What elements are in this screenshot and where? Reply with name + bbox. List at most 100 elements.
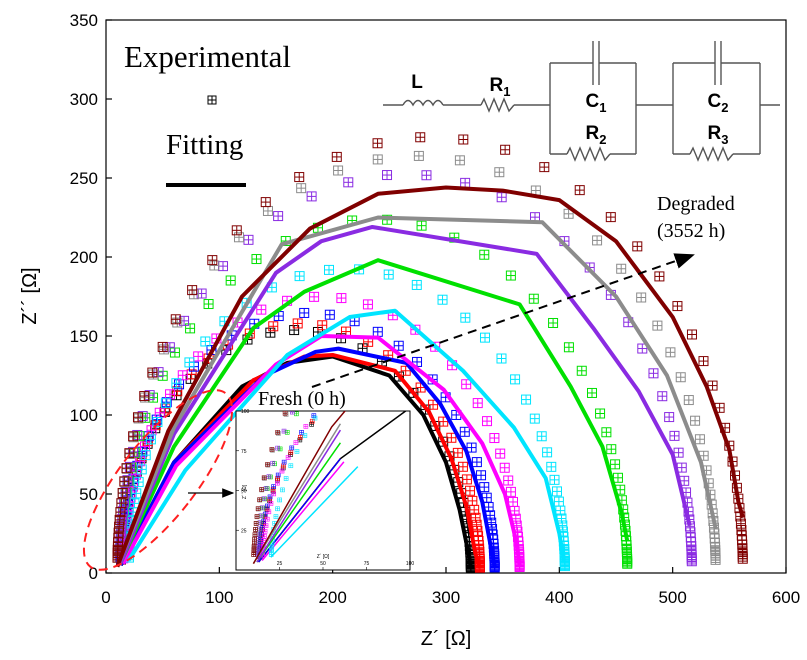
experimental-point xyxy=(296,183,307,194)
y-tick-label: 300 xyxy=(70,90,98,109)
experimental-point xyxy=(698,356,709,367)
inset-fitting-line xyxy=(256,442,342,563)
experimental-point xyxy=(169,347,180,358)
experimental-point xyxy=(203,299,214,310)
fitting-line xyxy=(118,352,482,569)
experimental-point xyxy=(460,177,471,188)
experimental-point xyxy=(494,167,505,178)
experimental-point xyxy=(457,461,468,472)
inset-point xyxy=(264,516,270,522)
experimental-point xyxy=(136,464,147,475)
inset-point xyxy=(270,487,276,492)
inset-fitting-line xyxy=(256,429,342,563)
experimental-point xyxy=(521,394,532,405)
experimental-point xyxy=(673,447,684,458)
experimental-point xyxy=(140,450,151,461)
experimental-point xyxy=(461,379,472,390)
experimental-point xyxy=(610,459,621,470)
experimental-point xyxy=(372,154,383,165)
experimental-point xyxy=(331,151,342,162)
inset-point xyxy=(253,521,259,526)
experimental-point xyxy=(505,486,516,497)
inset-point xyxy=(277,446,283,452)
inset-x-tick-label: 100 xyxy=(406,561,415,567)
fresh-annotation: Fresh (0 h) xyxy=(258,388,346,410)
experimental-point xyxy=(505,270,516,281)
experimental-point xyxy=(482,416,493,427)
inset-point xyxy=(266,509,272,515)
y-axis-label: Z´´ [Ω] xyxy=(19,267,41,324)
y-tick-label: 200 xyxy=(70,248,98,267)
inset-point xyxy=(280,487,285,493)
experimental-point xyxy=(606,444,617,455)
experimental-point xyxy=(362,299,373,310)
circuit-label-R2: R2 xyxy=(586,123,607,147)
inset-point xyxy=(252,532,258,537)
experimental-point xyxy=(472,398,483,409)
inset-point xyxy=(265,462,270,467)
x-axis-label: Z´ [Ω] xyxy=(421,628,472,650)
inset-point xyxy=(283,476,289,481)
experimental-point xyxy=(467,495,478,506)
inset-point xyxy=(288,463,294,469)
experimental-point xyxy=(179,315,190,326)
y-tick-label: 0 xyxy=(89,564,98,583)
experimental-point xyxy=(145,434,156,445)
experimental-point xyxy=(601,427,612,438)
experimental-point xyxy=(393,340,404,351)
experimental-point xyxy=(592,235,603,246)
inset-x-tick-label: 25 xyxy=(277,561,283,567)
experimental-point xyxy=(160,398,171,409)
experimental-point xyxy=(289,325,300,336)
inset-data xyxy=(251,411,407,565)
experimental-point xyxy=(595,408,606,419)
experimental-point xyxy=(333,165,344,176)
experimental-point xyxy=(209,260,220,271)
experimental-point xyxy=(233,232,244,243)
inset-point xyxy=(285,455,291,460)
circuit-label-C2: C2 xyxy=(708,91,729,115)
experimental-point xyxy=(489,433,500,444)
inset-y-tick-label: 100 xyxy=(241,409,250,415)
inset-point xyxy=(271,484,276,489)
experimental-point xyxy=(260,197,271,208)
experimental-point xyxy=(473,531,484,542)
inset-point xyxy=(256,526,262,532)
inset-point xyxy=(302,433,308,438)
experimental-point xyxy=(508,496,519,507)
experimental-point xyxy=(652,320,663,331)
experimental-point xyxy=(421,170,432,181)
experimental-point xyxy=(225,275,236,286)
legend-fitting-label: Fitting xyxy=(166,129,243,161)
experimental-point xyxy=(139,391,150,402)
experimental-point xyxy=(200,336,211,347)
experimental-point xyxy=(683,395,694,406)
inset-point xyxy=(309,418,315,424)
inset-x-tick-label: 50 xyxy=(320,561,326,567)
experimental-point xyxy=(458,134,469,145)
experimental-point xyxy=(309,291,320,302)
experimental-point xyxy=(654,271,665,282)
inset-point xyxy=(261,475,267,481)
x-tick-label: 100 xyxy=(205,588,233,607)
experimental-point xyxy=(648,368,659,379)
experimental-point xyxy=(306,191,317,202)
fitting-line xyxy=(117,258,630,566)
resistor-R2-symbol xyxy=(566,146,611,162)
experimental-point xyxy=(343,177,354,188)
resistor-R3-symbol xyxy=(689,146,734,162)
circuit-label-L: L xyxy=(411,72,423,93)
experimental-point xyxy=(411,279,422,290)
experimental-point xyxy=(372,326,383,337)
y-axis: 0 50 100 150 200 250 300 350 xyxy=(70,11,112,583)
experimental-point xyxy=(128,432,139,443)
experimental-point xyxy=(536,431,547,442)
inset-point xyxy=(299,430,304,435)
fitting-line xyxy=(115,185,745,568)
experimental-point xyxy=(576,365,587,376)
degraded-annotation-line1: Degraded xyxy=(657,193,735,215)
inset-point xyxy=(288,449,294,455)
circuit-label-R3: R3 xyxy=(708,123,729,147)
circuit-label-C1: C1 xyxy=(586,91,607,115)
experimental-point xyxy=(146,425,157,436)
